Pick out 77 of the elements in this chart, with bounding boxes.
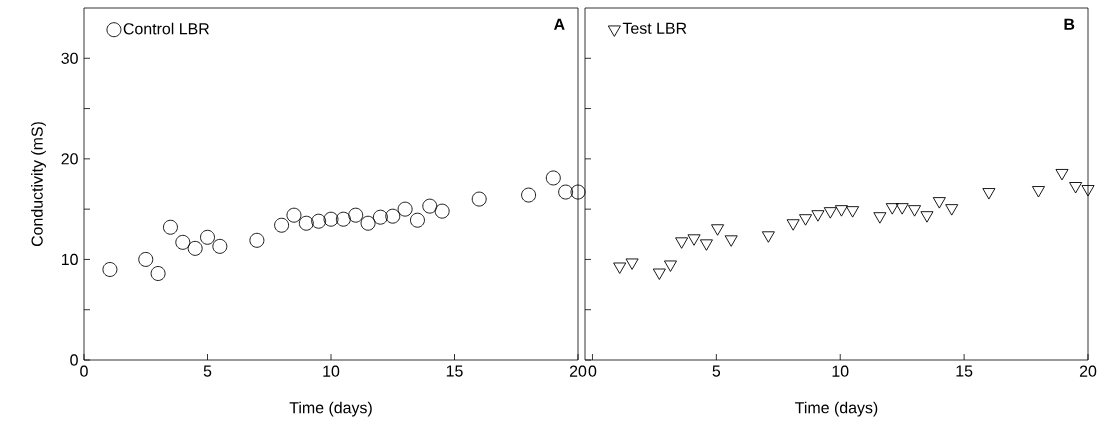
- point: [102, 262, 118, 277]
- point: [397, 201, 413, 217]
- point: [711, 224, 725, 236]
- point: [471, 191, 487, 207]
- x-tick-label: 15: [956, 365, 973, 377]
- x-tick-label: 5: [712, 365, 721, 377]
- point: [982, 188, 996, 200]
- x-tick-label: 5: [203, 365, 212, 377]
- point: [212, 238, 228, 254]
- point: [422, 198, 438, 214]
- point: [1069, 182, 1083, 194]
- point: [1031, 186, 1045, 198]
- point: [625, 258, 639, 270]
- point: [908, 205, 922, 217]
- point: [1055, 168, 1069, 181]
- x-tick-label: 0: [588, 365, 597, 377]
- annotation: B: [1064, 18, 1075, 30]
- point: [570, 184, 586, 200]
- point: [699, 239, 713, 251]
- point: [558, 184, 574, 200]
- x-axis-title: Time (days): [289, 401, 372, 417]
- point: [873, 212, 887, 224]
- point: [372, 209, 388, 225]
- x-tick-label: 10: [323, 365, 340, 377]
- point: [249, 232, 265, 248]
- x-tick-label: 20: [1079, 365, 1097, 377]
- point: [920, 211, 934, 223]
- x-tick-label: 10: [832, 365, 849, 377]
- point: [150, 266, 166, 281]
- point: [846, 206, 860, 218]
- point: [410, 212, 425, 228]
- point: [811, 210, 825, 222]
- point: [932, 197, 946, 209]
- point: [335, 211, 351, 227]
- point: [885, 203, 899, 215]
- point: [298, 215, 314, 231]
- x-tick-label: 20: [569, 365, 587, 377]
- point: [175, 234, 191, 250]
- point: [200, 229, 215, 245]
- y-tick-label: 20: [61, 153, 78, 165]
- point: [895, 203, 909, 215]
- point: [663, 260, 677, 272]
- y-tick-label: 0: [70, 354, 78, 366]
- point: [675, 237, 689, 249]
- point: [613, 262, 627, 274]
- point: [786, 219, 800, 231]
- point: [834, 205, 848, 217]
- point: [652, 268, 666, 280]
- point: [323, 211, 339, 227]
- point: [724, 235, 738, 247]
- point: [163, 219, 178, 235]
- point: [687, 234, 701, 246]
- x-tick-label: 0: [80, 365, 88, 377]
- point: [138, 251, 154, 267]
- point: [434, 203, 450, 219]
- point: [545, 170, 561, 186]
- point: [187, 240, 203, 256]
- point: [385, 208, 401, 224]
- y-axis-title: Conductivity (mS): [31, 122, 46, 247]
- annotation: A: [553, 18, 565, 30]
- point: [799, 214, 813, 226]
- point: [274, 217, 290, 233]
- x-axis-title: Time (days): [795, 401, 878, 417]
- y-tick-label: 30: [61, 52, 78, 64]
- point: [521, 187, 537, 203]
- legend-label: Test LBR: [622, 22, 687, 34]
- point: [1081, 185, 1095, 197]
- point: [945, 204, 959, 216]
- x-tick-label: 15: [446, 365, 463, 377]
- y-tick-label: 10: [61, 253, 78, 266]
- legend-label: Control LBR: [123, 22, 209, 35]
- point: [823, 207, 837, 219]
- point: [360, 215, 376, 231]
- point: [348, 207, 364, 223]
- point: [311, 213, 327, 229]
- point: [761, 231, 775, 243]
- point: [286, 207, 302, 223]
